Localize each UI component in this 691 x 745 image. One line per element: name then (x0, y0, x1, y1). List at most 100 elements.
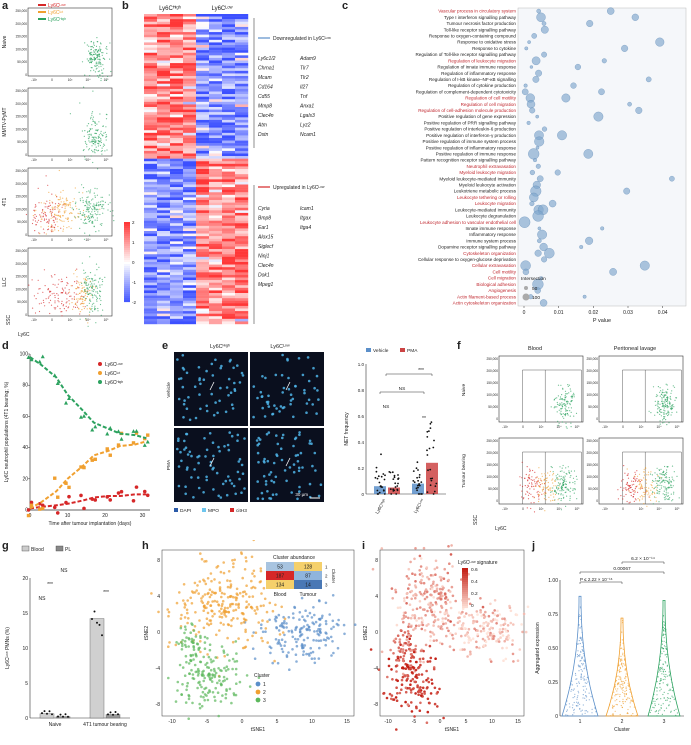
panel-d-series-line (29, 356, 147, 440)
panel-i-cell (411, 687, 415, 691)
panel-a-event (90, 53, 92, 56)
panel-h-cell (221, 599, 225, 603)
panel-e-nuclei (176, 431, 246, 499)
panel-e-nucleus (287, 376, 290, 380)
panel-a-event (94, 213, 96, 215)
panel-b-heat-cell (209, 264, 223, 268)
panel-e-nucleus (261, 406, 264, 410)
panel-e-nucleus (184, 485, 187, 488)
panel-i-cell (432, 667, 436, 671)
panel-a-event (90, 277, 92, 280)
panel-h-cell (283, 633, 286, 637)
panel-b-heat-cell (157, 107, 171, 110)
panel-f-event (639, 500, 641, 502)
panel-f-event (663, 412, 665, 414)
panel-e-nucleus (216, 411, 219, 415)
panel-a-event (87, 216, 89, 219)
panel-h-cell (217, 714, 220, 718)
panel-f-event (659, 488, 661, 491)
panel-c-pathway-label: Cellular response to oxygen-glucose depr… (418, 257, 517, 262)
panel-f-event (664, 465, 666, 468)
panel-a-event (97, 145, 99, 147)
panel-a-event (60, 219, 62, 222)
panel-b-heat-cell (235, 218, 249, 221)
panel-b-heat-cell (222, 179, 236, 183)
panel-f-event (644, 492, 646, 494)
panel-a-event (97, 168, 99, 170)
panel-h-cell (214, 656, 217, 659)
panel-a-event (77, 298, 79, 300)
panel-h-cell (199, 695, 203, 698)
panel-f-event (640, 486, 642, 488)
panel-e-nucleus (256, 443, 259, 447)
panel-a-event (74, 203, 77, 205)
panel-a-event (92, 47, 94, 49)
panel-f-event (666, 392, 668, 394)
panel-h-cell (203, 693, 207, 696)
panel-b-heat-cell (157, 39, 171, 43)
panel-h-cell (285, 626, 288, 629)
panel-a-event (99, 42, 102, 44)
panel-e-nucleus (183, 448, 186, 451)
panel-b-heat-cell (235, 138, 249, 141)
panel-c-pathway-label: Actin cytoskeleton organization (453, 300, 517, 305)
panel-a-event (94, 139, 96, 141)
panel-c-pathway-label: Tumour necrosis factor production (446, 21, 516, 26)
panel-h-cell (307, 625, 311, 629)
panel-f-event (633, 475, 635, 477)
panel-i-cell (463, 648, 466, 651)
panel-f-event (562, 497, 565, 499)
panel-f-ytick: 100,000 (586, 393, 598, 397)
panel-e-nucleus (211, 374, 215, 377)
panel-e-nucleus (303, 391, 306, 395)
panel-d-point (116, 429, 121, 434)
panel-a-event (67, 205, 70, 207)
panel-a-event (97, 58, 99, 60)
panel-i-cell (429, 609, 433, 612)
panel-b-heat-cell (183, 262, 197, 265)
panel-h-cell (266, 620, 269, 623)
panel-d-point (108, 425, 113, 430)
panel-b-heat-cell (196, 19, 210, 22)
panel-f-event (563, 417, 565, 419)
panel-h-cell (182, 599, 185, 602)
panel-a-event (43, 232, 45, 234)
panel-f-event (547, 481, 549, 484)
panel-b-heat-cell (170, 47, 184, 51)
panel-i-cell (434, 573, 437, 576)
panel-f-event (660, 415, 662, 417)
panel-e-nucleus (176, 447, 179, 451)
panel-b-heat-cell (196, 76, 210, 79)
panel-f-event (666, 471, 668, 473)
panel-f-event (672, 385, 674, 387)
panel-c-bubble (537, 226, 542, 231)
panel-b-scale-cell (124, 290, 130, 293)
panel-c-bubble (600, 226, 605, 231)
panel-b-heat-cell (209, 119, 223, 123)
panel-f-row-label: Naive (461, 384, 467, 397)
panel-f-event (669, 395, 671, 398)
panel-c-pathway-label: Innate immune response (465, 226, 516, 231)
panel-h-cell (195, 589, 198, 592)
panel-e-point (376, 477, 379, 480)
panel-b-heat-cell (235, 280, 249, 283)
panel-e-nucleus (271, 493, 275, 496)
panel-f-event (642, 487, 644, 489)
panel-f-event (544, 510, 546, 512)
panel-i-cell (405, 596, 409, 599)
panel-e-point (417, 469, 419, 471)
panel-b-heat-cell (235, 68, 249, 72)
panel-e-nucleus (317, 494, 321, 498)
panel-a-event (58, 169, 60, 172)
panel-a-event (94, 305, 96, 307)
panel-a-event (83, 238, 86, 240)
panel-f-event (664, 406, 666, 408)
panel-a-event (55, 307, 57, 309)
panel-a-event (92, 116, 94, 118)
panel-b-heat-cell (196, 181, 210, 185)
panel-b-heat-cell (170, 220, 184, 224)
panel-i-cell (429, 656, 433, 660)
panel-h-cell (322, 638, 326, 641)
panel-b-heat-cell (235, 321, 249, 325)
